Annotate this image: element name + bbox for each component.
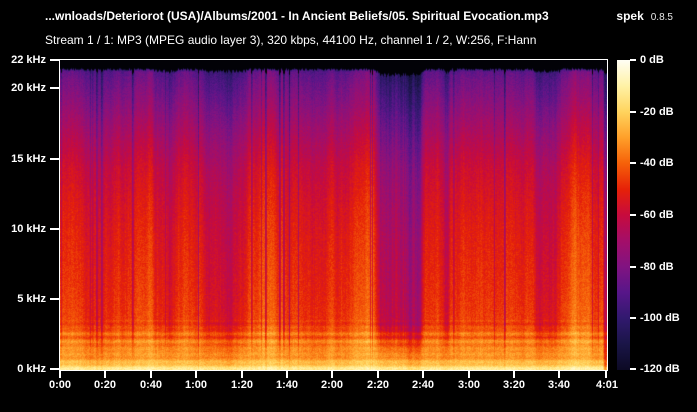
- time-tick: [195, 371, 197, 378]
- time-tick-label: 0:00: [48, 379, 72, 391]
- freq-tick-label: 15 kHz: [11, 153, 46, 165]
- time-tick: [558, 371, 560, 378]
- freq-tick-label: 0 kHz: [17, 363, 46, 375]
- legend-tick-label: -60 dB: [640, 209, 674, 221]
- freq-tick-label: 5 kHz: [17, 293, 46, 305]
- legend-tick-label: -20 dB: [640, 106, 674, 118]
- time-tick: [377, 371, 379, 378]
- spectrogram-canvas: [60, 60, 607, 370]
- time-tick: [513, 371, 515, 378]
- time-tick: [468, 371, 470, 378]
- freq-tick: [50, 87, 59, 89]
- freq-tick-label: 10 kHz: [11, 223, 46, 235]
- freq-tick: [50, 59, 59, 61]
- time-tick-label: 4:01: [595, 379, 619, 391]
- legend-tick: [630, 111, 636, 113]
- time-tick: [422, 371, 424, 378]
- legend-tick-label: -100 dB: [640, 312, 680, 324]
- freq-tick: [50, 368, 59, 370]
- legend-tick: [630, 59, 636, 61]
- legend-tick: [630, 317, 636, 319]
- time-tick: [605, 371, 607, 378]
- legend-tick-label: 0 dB: [640, 54, 664, 66]
- time-tick: [59, 371, 61, 378]
- legend-gradient: [617, 60, 630, 370]
- freq-tick: [50, 228, 59, 230]
- time-tick-label: 2:40: [411, 379, 435, 391]
- freq-tick: [50, 298, 59, 300]
- time-tick-label: 1:40: [275, 379, 299, 391]
- stream-info: Stream 1 / 1: MP3 (MPEG audio layer 3), …: [45, 33, 537, 47]
- time-tick: [241, 371, 243, 378]
- freq-tick-label: 22 kHz: [11, 54, 46, 66]
- time-tick-label: 2:20: [366, 379, 390, 391]
- app-name: spek: [616, 9, 644, 23]
- time-tick: [331, 371, 333, 378]
- time-tick: [150, 371, 152, 378]
- legend-tick: [630, 266, 636, 268]
- legend-tick: [630, 368, 636, 370]
- app-version: 0.8.5: [650, 12, 673, 23]
- spectrogram-frame: [59, 59, 608, 371]
- legend-tick-label: -80 dB: [640, 261, 674, 273]
- time-tick-label: 2:00: [320, 379, 344, 391]
- time-tick-label: 0:40: [139, 379, 163, 391]
- time-tick: [104, 371, 106, 378]
- legend-tick-label: -40 dB: [640, 157, 674, 169]
- file-path-title: ...wnloads/Deteriorot (USA)/Albums/2001 …: [45, 9, 549, 23]
- time-tick-label: 1:00: [184, 379, 208, 391]
- freq-tick-label: 20 kHz: [11, 82, 46, 94]
- time-tick-label: 3:40: [547, 379, 571, 391]
- time-tick-label: 1:20: [230, 379, 254, 391]
- app-brand: spek 0.8.5: [616, 9, 673, 23]
- legend-tick: [630, 214, 636, 216]
- legend-tick-label: -120 dB: [640, 363, 680, 375]
- time-tick-label: 3:20: [502, 379, 526, 391]
- freq-tick: [50, 158, 59, 160]
- time-tick-label: 3:00: [457, 379, 481, 391]
- time-tick-label: 0:20: [93, 379, 117, 391]
- legend-tick: [630, 162, 636, 164]
- time-tick: [286, 371, 288, 378]
